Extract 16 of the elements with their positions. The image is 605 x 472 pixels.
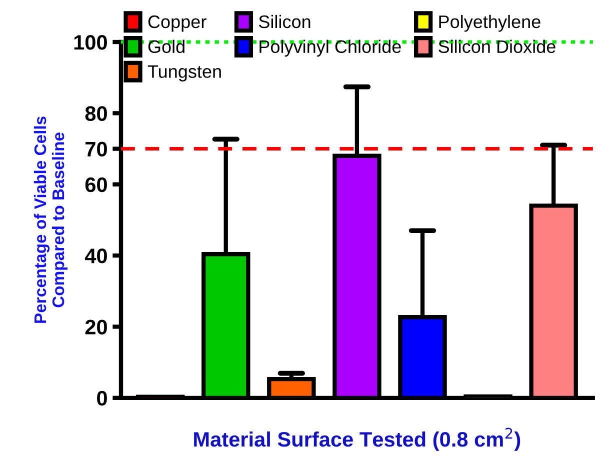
y-tick-label: 20 [85, 320, 107, 334]
y-tick-label: 0 [97, 390, 107, 406]
y-tick-label: 40 [84, 248, 107, 264]
y-axis-title: Percentage of Viable Cells Compared to Baseline [34, 116, 68, 323]
y-tick-label: 80 [85, 106, 107, 121]
y-tick-label: 70 [86, 142, 107, 157]
legend-label: Polyethylene [439, 14, 540, 32]
legend-label: Silicon Dioxide [438, 40, 556, 54]
legend-label: Tungsten [148, 65, 221, 82]
x-axis-title: Material Surface Tested (0.8 cm$^{2}$) [194, 428, 520, 451]
y-tick-label: 60 [85, 177, 107, 192]
legend-label: Silicon [258, 14, 310, 28]
legend-label: Copper [148, 15, 206, 32]
legend-label: Polyvinyl Chloride [260, 40, 401, 57]
legend-label: Gold [148, 40, 184, 54]
y-tick-label: 100 [74, 35, 107, 50]
